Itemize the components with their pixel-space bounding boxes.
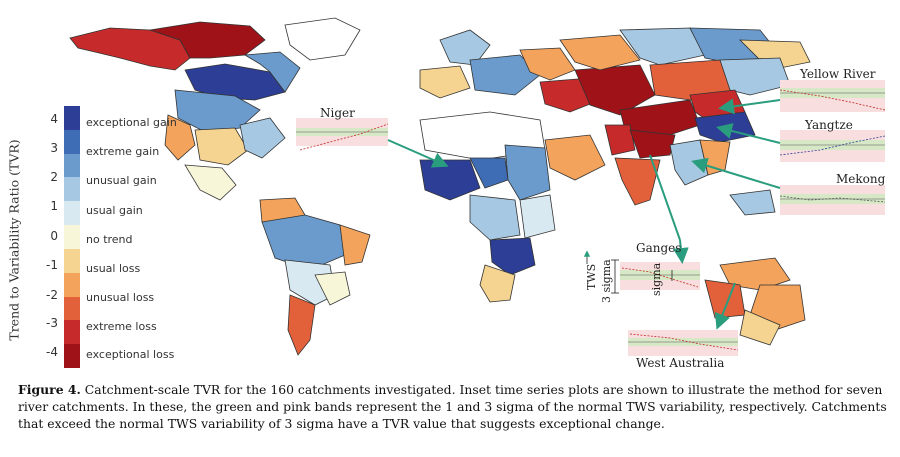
catchment-us-central	[194, 127, 249, 166]
catchment-greenland	[284, 17, 361, 61]
legend-title: Trend to Variability Ratio (TVR)	[2, 110, 26, 370]
legend-tick: 4	[50, 112, 58, 126]
inset-ganges	[583, 154, 700, 294]
catchment-hudson	[243, 51, 301, 93]
catchment-amur	[719, 57, 791, 96]
inset-title-west-australia: West Australia	[636, 356, 725, 370]
legend-colorbar	[64, 106, 80, 368]
catchment-us-west	[164, 114, 196, 161]
legend-label: extreme loss	[86, 320, 157, 333]
legend-color-2	[64, 129, 80, 154]
figure-caption: Figure 4. Catchment-scale TVR for the 16…	[18, 381, 888, 432]
legend-label: exceptional loss	[86, 348, 175, 361]
catchment-arabia	[544, 134, 606, 181]
catchment-siberia-central	[619, 27, 706, 66]
legend-color-11	[64, 344, 80, 368]
inset-yellow-river	[718, 80, 886, 115]
catchment-sa-south	[284, 259, 336, 306]
legend-tick: 1	[50, 199, 58, 213]
legend-color-5	[64, 201, 80, 226]
legend-label: usual loss	[86, 262, 141, 275]
legend-color-9	[64, 296, 80, 321]
catchment-europe-west	[419, 65, 471, 99]
inset-yangtze	[716, 123, 886, 162]
catchment-indus	[604, 124, 636, 156]
inset-title-yellow-river: Yellow River	[800, 67, 876, 81]
legend-label: no trend	[86, 233, 133, 246]
catchment-sa-east	[339, 224, 371, 266]
catchment-borneo	[729, 189, 776, 216]
catchment-us-north	[174, 89, 261, 133]
inset-title-mekong: Mekong	[836, 172, 886, 186]
legend-label: unusual loss	[86, 291, 155, 304]
legend-color-1	[64, 106, 80, 130]
tws-label: TWS	[585, 263, 598, 290]
legend-label: unusual gain	[86, 174, 157, 187]
caption-text: Catchment-scale TVR for the 160 catchmen…	[18, 382, 887, 431]
catchment-west-australia	[704, 279, 746, 319]
world-catchment-map	[69, 17, 886, 356]
legend-tick: -3	[46, 316, 58, 330]
catchment-central-asia	[574, 64, 656, 116]
inset-west-australia	[628, 282, 739, 356]
inset-title-ganges: Ganges	[636, 241, 682, 255]
catchment-murray-darling	[739, 309, 781, 346]
catchment-volga	[519, 47, 576, 81]
legend-color-7	[64, 248, 80, 273]
catchment-us-east	[239, 117, 286, 159]
legend-color-8	[64, 272, 80, 297]
three-sigma-label: 3 sigma	[600, 259, 613, 303]
catchment-nile	[504, 144, 551, 201]
legend-color-10	[64, 320, 80, 345]
legend-tick: 3	[50, 141, 58, 155]
sigma-label: sigma	[650, 262, 663, 296]
catchment-ganges	[629, 129, 676, 159]
catchment-scandinavia	[439, 29, 491, 66]
legend-color-6	[64, 225, 80, 249]
catchment-southern-africa	[479, 264, 516, 303]
catchment-parana	[314, 271, 351, 306]
legend-tick: 2	[50, 170, 58, 184]
legend-tick: -1	[46, 258, 58, 272]
catchment-siberia-west	[559, 34, 641, 71]
legend-tick: 0	[50, 229, 58, 243]
catchment-mekong	[669, 139, 709, 186]
inset-title-yangtze: Yangtze	[805, 118, 853, 132]
legend-color-3	[64, 153, 80, 178]
legend-label: exceptional gain	[86, 116, 177, 129]
legend-title-text: Trend to Variability Ratio (TVR)	[6, 139, 22, 341]
catchment-europe-east	[469, 54, 541, 96]
catchment-patagonia	[287, 294, 316, 356]
legend-label: usual gain	[86, 204, 143, 217]
catchment-canada-east	[184, 63, 286, 101]
inset-title-niger: Niger	[320, 106, 355, 120]
catchment-east-africa	[519, 194, 556, 239]
inset-mekong	[691, 157, 886, 215]
catchment-mexico	[184, 164, 237, 201]
catchment-congo	[469, 194, 521, 241]
caption-label: Figure 4.	[18, 382, 81, 397]
legend-label: extreme gain	[86, 145, 160, 158]
legend-tick: -4	[46, 345, 58, 359]
legend-tick: -2	[46, 288, 58, 302]
catchment-alaska	[69, 27, 191, 71]
catchment-zambezi	[489, 237, 536, 276]
legend-color-4	[64, 177, 80, 202]
catchment-niger	[419, 159, 481, 201]
inset-niger	[296, 118, 449, 168]
